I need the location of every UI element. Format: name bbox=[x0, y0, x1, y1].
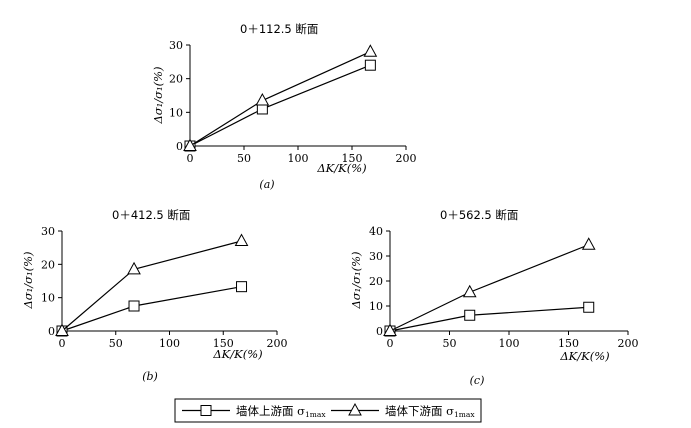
x-tick-label: 200 bbox=[618, 337, 639, 350]
legend-marker-triangle bbox=[348, 402, 362, 416]
panel-caption: (a) bbox=[259, 178, 274, 191]
series-line-square bbox=[189, 64, 371, 147]
series-line-triangle bbox=[389, 244, 589, 332]
legend-label: 墙体上游面 σ1max bbox=[236, 404, 326, 419]
data-point-triangle bbox=[234, 233, 249, 246]
data-point-triangle bbox=[127, 261, 141, 275]
x-tick-label: 50 bbox=[443, 337, 457, 350]
series-line-square bbox=[389, 306, 589, 332]
x-tick-label: 150 bbox=[558, 337, 579, 350]
y-tick-label: 10 bbox=[369, 300, 383, 313]
chart-title: 0＋562.5 断面 bbox=[440, 208, 518, 222]
data-point-square bbox=[364, 59, 376, 71]
legend-label-text: 墙体上游面 σ bbox=[236, 404, 305, 418]
y-tick-label: 30 bbox=[369, 250, 383, 263]
x-tick-label: 100 bbox=[288, 152, 309, 165]
x-tick-label: 200 bbox=[267, 337, 288, 350]
x-axis-label: ΔK/K(%) bbox=[559, 349, 609, 363]
chart-panel-0: 0＋112.5 断面 0 50 100 150 200 0 10 20 30 ΔK/K(%) Δσ₁/… bbox=[151, 22, 417, 191]
panel-caption: (b) bbox=[142, 370, 158, 383]
legend-label-sub: 1max bbox=[305, 410, 326, 419]
chart-title: 0＋412.5 断面 bbox=[112, 208, 190, 222]
y-axis-label: Δσ₁/σ₁(%) bbox=[151, 66, 165, 124]
x-axis-label: ΔK/K(%) bbox=[316, 161, 366, 175]
x-tick-label: 0 bbox=[187, 152, 194, 165]
data-point-triangle bbox=[462, 284, 477, 298]
data-point-square bbox=[464, 309, 476, 321]
data-point-square bbox=[236, 281, 248, 293]
y-tick-label: 10 bbox=[41, 292, 55, 305]
y-tick-label: 30 bbox=[41, 225, 55, 238]
y-axis-label: Δσ₁/σ₁(%) bbox=[349, 251, 363, 309]
chart-panel-1: 0＋412.5 断面 0 50 100 150 200 0 10 20 30 ΔK/K(%) Δσ₁/… bbox=[21, 208, 288, 383]
x-tick-label: 100 bbox=[499, 337, 520, 350]
legend-box bbox=[174, 398, 482, 423]
y-tick-label: 40 bbox=[369, 225, 383, 238]
y-tick-label: 10 bbox=[169, 106, 183, 119]
legend-label-text: 墙体下游面 σ bbox=[385, 404, 454, 418]
y-tick-label: 20 bbox=[41, 258, 55, 271]
x-tick-label: 0 bbox=[59, 337, 66, 350]
y-tick-label: 20 bbox=[369, 275, 383, 288]
x-axis-label: ΔK/K(%) bbox=[212, 347, 262, 361]
x-tick-label: 150 bbox=[342, 152, 363, 165]
y-tick-label: 0 bbox=[176, 140, 183, 153]
data-point-triangle bbox=[255, 93, 270, 106]
panel-caption: (c) bbox=[470, 374, 485, 387]
legend-label-sub: 1max bbox=[454, 410, 475, 419]
y-tick-label: 30 bbox=[169, 39, 183, 52]
x-tick-label: 100 bbox=[159, 337, 180, 350]
data-point-triangle bbox=[383, 323, 397, 336]
series-line-square bbox=[61, 286, 242, 332]
x-tick-label: 50 bbox=[237, 152, 251, 165]
data-point-triangle bbox=[55, 323, 69, 336]
data-point-triangle bbox=[363, 44, 378, 57]
legend-label: 墙体下游面 σ1max bbox=[385, 404, 475, 419]
x-tick-label: 50 bbox=[109, 337, 123, 350]
data-point-square bbox=[583, 301, 595, 313]
data-point-square bbox=[128, 300, 140, 312]
x-tick-label: 150 bbox=[213, 337, 234, 350]
chart-title: 0＋112.5 断面 bbox=[240, 22, 318, 36]
data-point-triangle bbox=[183, 138, 197, 151]
data-point-triangle bbox=[581, 237, 596, 250]
y-tick-label: 0 bbox=[48, 325, 55, 338]
x-tick-label: 200 bbox=[396, 152, 417, 165]
y-axis-label: Δσ₁/σ₁(%) bbox=[21, 251, 35, 309]
legend-marker-square bbox=[200, 405, 212, 416]
series-line-triangle bbox=[61, 240, 242, 332]
y-tick-label: 0 bbox=[376, 325, 383, 338]
legend: 墙体上游面 σ1max 墙体下游面 σ1max bbox=[174, 398, 482, 423]
y-tick-label: 20 bbox=[169, 73, 183, 86]
chart-panel-2: 0＋562.5 断面 0 50 100 150 200 0 10 20 30 40 ΔK/K(%) Δσ… bbox=[349, 208, 639, 387]
x-tick-label: 0 bbox=[387, 337, 394, 350]
